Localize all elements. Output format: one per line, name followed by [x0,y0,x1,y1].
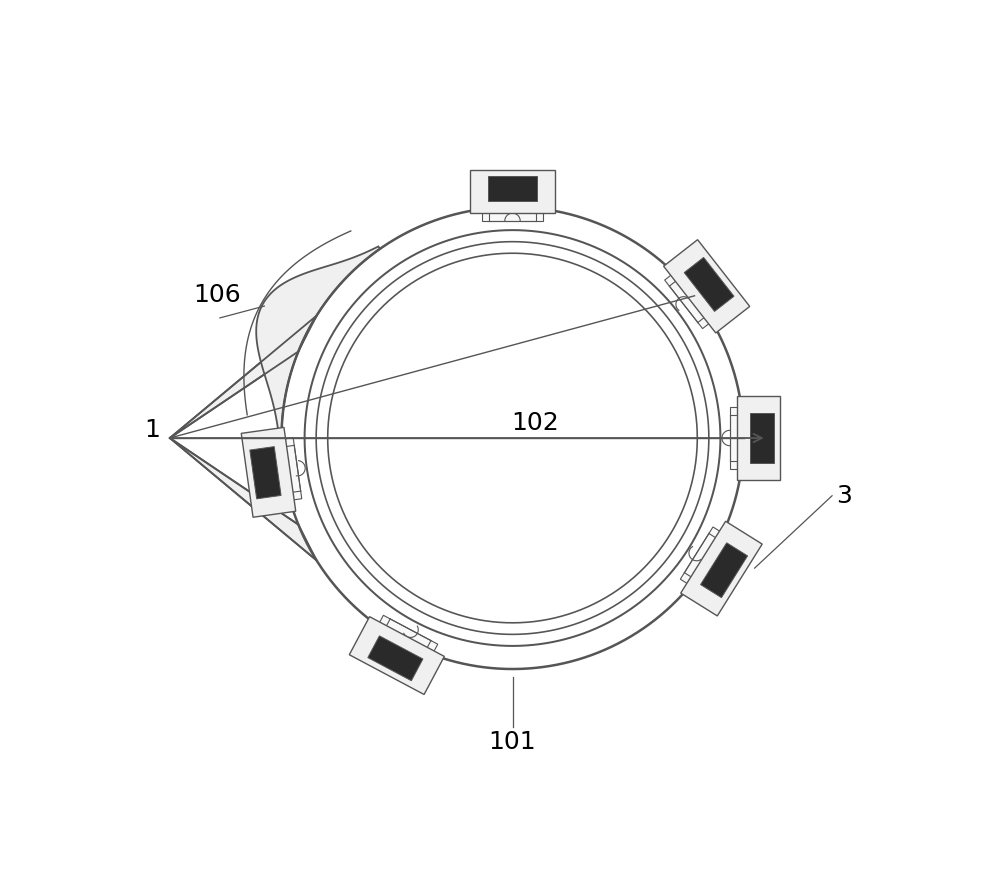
Polygon shape [488,176,537,200]
Polygon shape [664,240,750,333]
Polygon shape [737,396,780,480]
Polygon shape [681,521,762,616]
Text: 102: 102 [512,411,559,435]
Polygon shape [279,437,302,501]
Polygon shape [470,170,555,213]
Polygon shape [680,527,725,586]
Polygon shape [241,428,296,518]
Polygon shape [377,616,438,657]
Polygon shape [170,438,317,560]
Polygon shape [701,543,748,598]
Text: 3: 3 [836,484,852,508]
Polygon shape [482,207,543,221]
Text: 106: 106 [193,282,241,307]
Polygon shape [730,407,744,469]
Polygon shape [368,636,423,681]
Polygon shape [750,413,774,462]
Text: 101: 101 [489,730,536,754]
Polygon shape [665,272,713,329]
Polygon shape [349,617,444,694]
Polygon shape [250,446,281,499]
Text: 1: 1 [145,418,161,442]
Polygon shape [256,247,380,430]
Polygon shape [684,257,734,312]
Polygon shape [170,315,317,438]
